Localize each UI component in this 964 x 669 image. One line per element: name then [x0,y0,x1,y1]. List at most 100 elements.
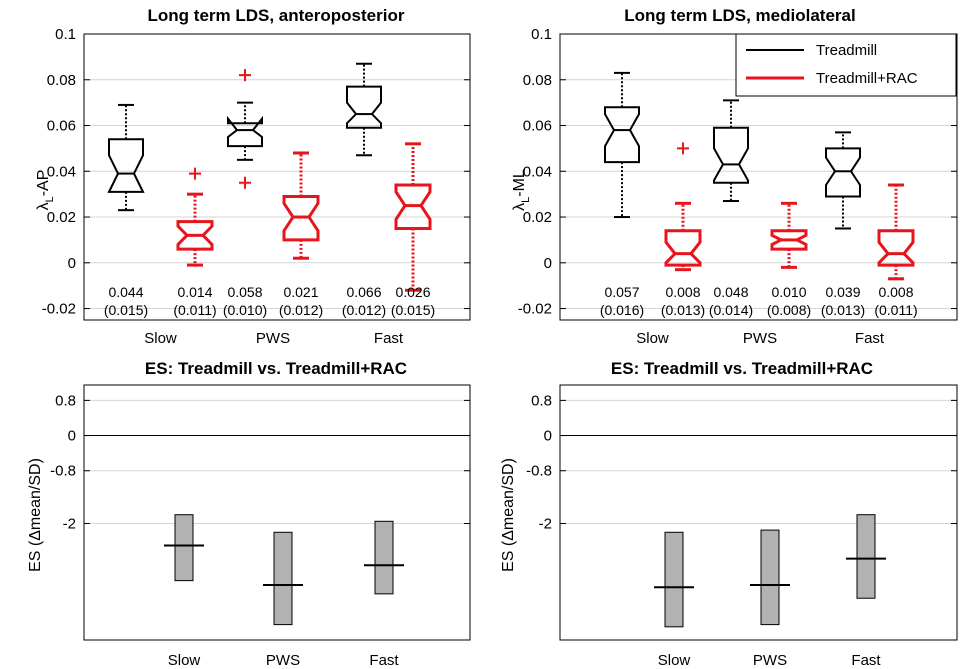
es-interval-pws [750,529,790,626]
y-tick-label: 0.1 [531,26,552,43]
panel-ml: Long term LDS, mediolateral λL-ML -0.02 0… [511,6,958,347]
sd-label: (0.011) [173,302,216,318]
x-tick-label: Fast [855,330,885,347]
panel-ap: Long term LDS, anteroposterior λL-AP -0.… [35,6,471,347]
mean-label: 0.058 [227,284,262,300]
y-tick-label: 0.06 [47,118,76,135]
y-tick-label: 0.04 [47,163,76,180]
box-fast-treadmill [825,131,861,230]
mean-label: 0.044 [108,284,143,300]
outlier-marker [239,69,251,82]
y-tick-label: 0.04 [523,163,552,180]
y-tick-label: 0.02 [47,209,76,226]
panel-es-ml-title: ES: Treadmill vs. Treadmill+RAC [611,359,873,378]
box-slow-rac [176,167,214,267]
y-tick-label: 0 [544,428,552,445]
x-tick-label: Slow [168,652,201,669]
panel-ap-ylabel: λL-AP [35,170,56,211]
mean-label: 0.008 [665,284,700,300]
sd-label: (0.012) [279,302,323,318]
y-tick-label: 0.02 [523,209,552,226]
panel-es-ap-ylabel: ES (Δmean/SD) [27,458,44,572]
mean-label: 0.021 [283,284,318,300]
box-fast-rac [877,183,915,281]
sd-label: (0.010) [223,302,267,318]
es-interval-slow [654,531,694,628]
mean-label: 0.039 [825,284,860,300]
legend-label: Treadmill [816,42,877,59]
y-tick-label: -2 [63,515,76,532]
panel-ap-title: Long term LDS, anteroposterior [148,6,405,25]
panel-ml-ylabel: λL-ML [511,169,532,211]
notched-box [664,229,702,267]
x-tick-label: Fast [369,652,399,669]
box-slow-treadmill [107,103,145,212]
panel-es-ap: ES: Treadmill vs. Treadmill+RAC ES (Δmea… [27,359,471,669]
sd-label: (0.015) [104,302,148,318]
y-tick-label: -2 [539,515,552,532]
legend: Treadmill Treadmill+RAC [735,33,957,97]
notched-box [176,220,214,251]
mean-label: 0.048 [713,284,748,300]
box-pws-treadmill [227,69,263,189]
axes-frame [83,33,471,321]
x-tick-label: Slow [658,652,691,669]
box-pws-rac [282,151,320,260]
box-pws-rac [770,201,808,269]
outlier-marker [239,176,251,189]
panel-es-ml: ES: Treadmill vs. Treadmill+RAC ES (Δmea… [500,359,958,669]
y-tick-label: -0.02 [518,301,552,318]
es-interval-fast [364,520,404,595]
mean-label: 0.066 [346,284,381,300]
x-tick-label: Fast [851,652,881,669]
mean-label: 0.008 [878,284,913,300]
y-tick-label: -0.02 [42,301,76,318]
x-tick-label: PWS [743,330,777,347]
y-tick-label: -0.8 [50,463,76,480]
y-tick-label: 0.1 [55,26,76,43]
x-tick-label: Slow [636,330,669,347]
box-fast-treadmill [346,62,382,157]
box-slow-rac [664,142,702,272]
notched-box [227,115,263,148]
sd-label: (0.013) [661,302,705,318]
notched-box [394,183,432,230]
notched-box [713,126,749,184]
y-tick-label: 0 [68,255,76,272]
sd-label: (0.013) [821,302,865,318]
sd-label: (0.014) [709,302,753,318]
es-interval-fast [846,514,886,599]
sd-label: (0.008) [767,302,811,318]
axes-frame [83,384,471,641]
sd-label: (0.012) [342,302,386,318]
notched-box [282,194,320,242]
notched-box [770,229,808,251]
es-interval-bar [273,531,293,626]
mean-label: 0.026 [395,284,430,300]
x-tick-label: Fast [374,330,404,347]
outlier-marker [189,167,201,180]
notched-box [107,138,145,193]
y-tick-label: 0.8 [531,392,552,409]
box-fast-rac [394,142,432,292]
box-pws-treadmill [713,99,749,203]
x-tick-label: PWS [753,652,787,669]
mean-label: 0.014 [177,284,212,300]
es-interval-slow [164,514,204,582]
mean-label: 0.057 [604,284,639,300]
outlier-marker [677,142,689,155]
box-slow-treadmill [604,71,640,219]
y-tick-label: 0.8 [55,392,76,409]
es-interval-pws [263,531,303,626]
notched-box [604,106,640,164]
es-interval-bar [760,529,780,626]
y-tick-label: 0 [544,255,552,272]
x-tick-label: PWS [256,330,290,347]
es-interval-bar [374,520,394,595]
es-interval-bar [174,514,194,582]
y-tick-label: 0.08 [47,72,76,89]
mean-label: 0.010 [771,284,806,300]
panel-es-ml-ylabel: ES (Δmean/SD) [500,458,517,572]
axes-frame [559,384,958,641]
